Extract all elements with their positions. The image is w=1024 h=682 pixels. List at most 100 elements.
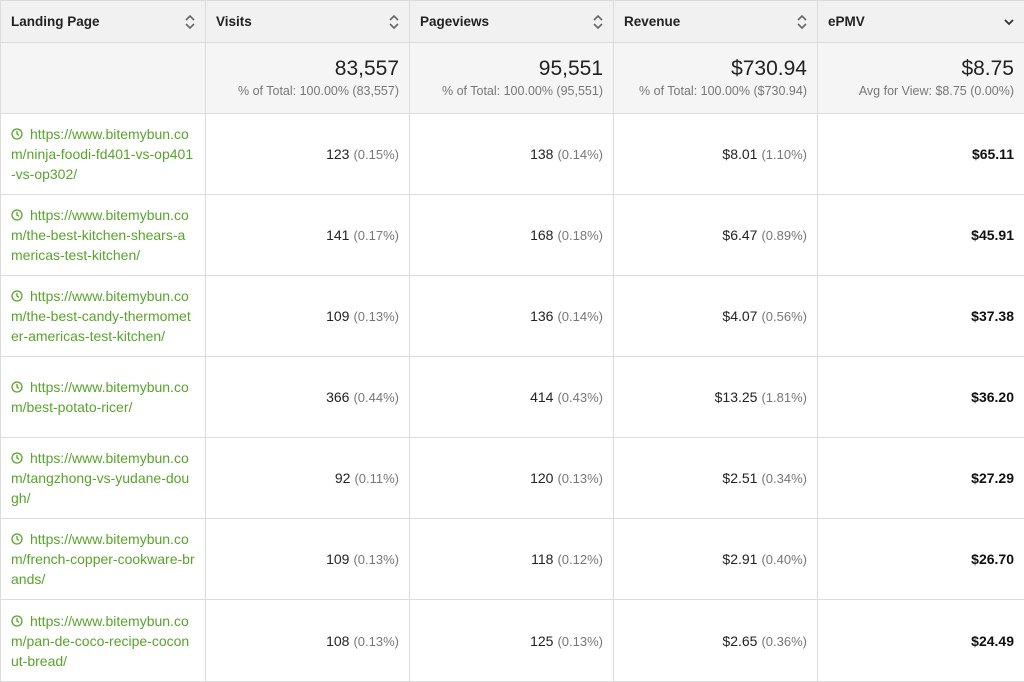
column-header-epmv[interactable]: ePMV [818,1,1024,43]
totals-pageviews-cell: 95,551 % of Total: 100.00% (95,551) [410,43,614,114]
header-row: Landing Page Visits Pageviews Revenue [1,1,1024,43]
pageviews-percent: (0.14%) [557,147,603,162]
epmv-value: $45.91 [971,227,1014,243]
visits-cell: 92(0.11%) [206,438,410,519]
sort-icon[interactable] [797,13,807,31]
column-header-label: Pageviews [420,14,489,29]
landing-page-url: https://www.bitemybun.com/ninja-foodi-fd… [11,126,193,182]
revenue-percent: (0.56%) [761,309,807,324]
visits-percent: (0.17%) [353,228,399,243]
totals-row: 83,557 % of Total: 100.00% (83,557) 95,5… [1,43,1024,114]
epmv-cell: $36.20 [818,357,1024,438]
table-row: https://www.bitemybun.com/french-copper-… [1,519,1024,600]
epmv-cell: $45.91 [818,195,1024,276]
table-row: https://www.bitemybun.com/the-best-kitch… [1,195,1024,276]
revenue-percent: (1.81%) [761,390,807,405]
totals-epmv-cell: $8.75 Avg for View: $8.75 (0.00%) [818,43,1024,114]
revenue-value: $2.51 [722,470,757,486]
visits-percent: (0.13%) [353,309,399,324]
clock-icon [11,287,23,299]
visits-cell: 109(0.13%) [206,276,410,357]
pageviews-percent: (0.18%) [557,228,603,243]
table-row: https://www.bitemybun.com/tangzhong-vs-y… [1,438,1024,519]
visits-cell: 141 (0.17%) [206,195,410,276]
sort-icon[interactable] [185,13,195,31]
landing-page-cell: https://www.bitemybun.com/the-best-candy… [1,276,206,357]
landing-page-url: https://www.bitemybun.com/tangzhong-vs-y… [11,450,189,506]
visits-cell: 108(0.13%) [206,600,410,682]
pageviews-value: 136 [530,308,553,324]
total-epmv-value: $8.75 [828,56,1014,82]
revenue-cell: $13.25(1.81%) [614,357,818,438]
pageviews-cell: 138 (0.14%) [410,114,614,195]
landing-page-cell: https://www.bitemybun.com/ninja-foodi-fd… [1,114,206,195]
epmv-value: $24.49 [971,633,1014,649]
column-header-landing-page[interactable]: Landing Page [1,1,206,43]
column-header-revenue[interactable]: Revenue [614,1,818,43]
pageviews-cell: 414 (0.43%) [410,357,614,438]
column-header-visits[interactable]: Visits [206,1,410,43]
clock-icon [11,378,23,390]
pageviews-value: 125 [530,633,553,649]
revenue-value: $6.47 [722,227,757,243]
revenue-percent: (0.89%) [761,228,807,243]
visits-cell: 366(0.44%) [206,357,410,438]
pageviews-percent: (0.43%) [557,390,603,405]
visits-value: 109 [326,551,349,567]
epmv-cell: $27.29 [818,438,1024,519]
landing-page-url: https://www.bitemybun.com/pan-de-coco-re… [11,613,189,669]
sort-icon[interactable] [389,13,399,31]
landing-page-link[interactable]: https://www.bitemybun.com/the-best-candy… [11,286,195,346]
column-header-pageviews[interactable]: Pageviews [410,1,614,43]
clock-icon [11,206,23,218]
revenue-cell: $4.07(0.56%) [614,276,818,357]
pageviews-cell: 118(0.12%) [410,519,614,600]
total-visits-value: 83,557 [216,56,399,82]
pageviews-cell: 168(0.18%) [410,195,614,276]
revenue-cell: $8.01(1.10%) [614,114,818,195]
revenue-value: $13.25 [715,389,758,405]
pageviews-percent: (0.13%) [557,471,603,486]
visits-percent: (0.11%) [354,471,399,486]
total-visits-subtext: % of Total: 100.00% (83,557) [216,82,399,100]
epmv-value: $37.38 [971,308,1014,324]
landing-page-cell: https://www.bitemybun.com/best-potato-ri… [1,357,206,438]
column-header-label: Visits [216,14,252,29]
landing-page-link[interactable]: https://www.bitemybun.com/french-copper-… [11,529,195,589]
landing-page-link[interactable]: https://www.bitemybun.com/pan-de-coco-re… [11,611,195,671]
pageviews-value: 120 [530,470,553,486]
pageviews-value: 414 [530,389,553,405]
landing-page-link[interactable]: https://www.bitemybun.com/ninja-foodi-fd… [11,124,195,184]
total-epmv-subtext: Avg for View: $8.75 (0.00%) [828,82,1014,100]
visits-value: 92 [335,470,351,486]
column-header-label: Revenue [624,14,680,29]
revenue-percent: (0.40%) [761,552,807,567]
landing-page-link[interactable]: https://www.bitemybun.com/best-potato-ri… [11,377,195,417]
column-header-label: ePMV [828,14,865,29]
landing-page-link[interactable]: https://www.bitemybun.com/the-best-kitch… [11,205,195,265]
clock-icon [11,449,23,461]
sort-icon[interactable] [593,13,603,31]
landing-page-link[interactable]: https://www.bitemybun.com/tangzhong-vs-y… [11,448,195,508]
table-row: https://www.bitemybun.com/pan-de-coco-re… [1,600,1024,682]
table-row: https://www.bitemybun.com/best-potato-ri… [1,357,1024,438]
sort-desc-icon[interactable] [1004,13,1014,31]
total-pageviews-value: 95,551 [420,56,603,82]
revenue-cell: $2.65(0.36%) [614,600,818,682]
epmv-value: $27.29 [971,470,1014,486]
pageviews-percent: (0.13%) [557,634,603,649]
revenue-percent: (1.10%) [761,147,807,162]
totals-visits-cell: 83,557 % of Total: 100.00% (83,557) [206,43,410,114]
landing-page-url: https://www.bitemybun.com/french-copper-… [11,531,195,587]
epmv-value: $36.20 [971,389,1014,405]
visits-percent: (0.15%) [353,147,399,162]
pageviews-value: 138 [530,146,553,162]
visits-value: 141 [326,227,349,243]
clock-icon [11,125,23,137]
visits-cell: 109 (0.13%) [206,519,410,600]
visits-cell: 123(0.15%) [206,114,410,195]
landing-page-url: https://www.bitemybun.com/the-best-kitch… [11,207,189,263]
visits-percent: (0.13%) [353,552,399,567]
epmv-cell: $65.11 [818,114,1024,195]
